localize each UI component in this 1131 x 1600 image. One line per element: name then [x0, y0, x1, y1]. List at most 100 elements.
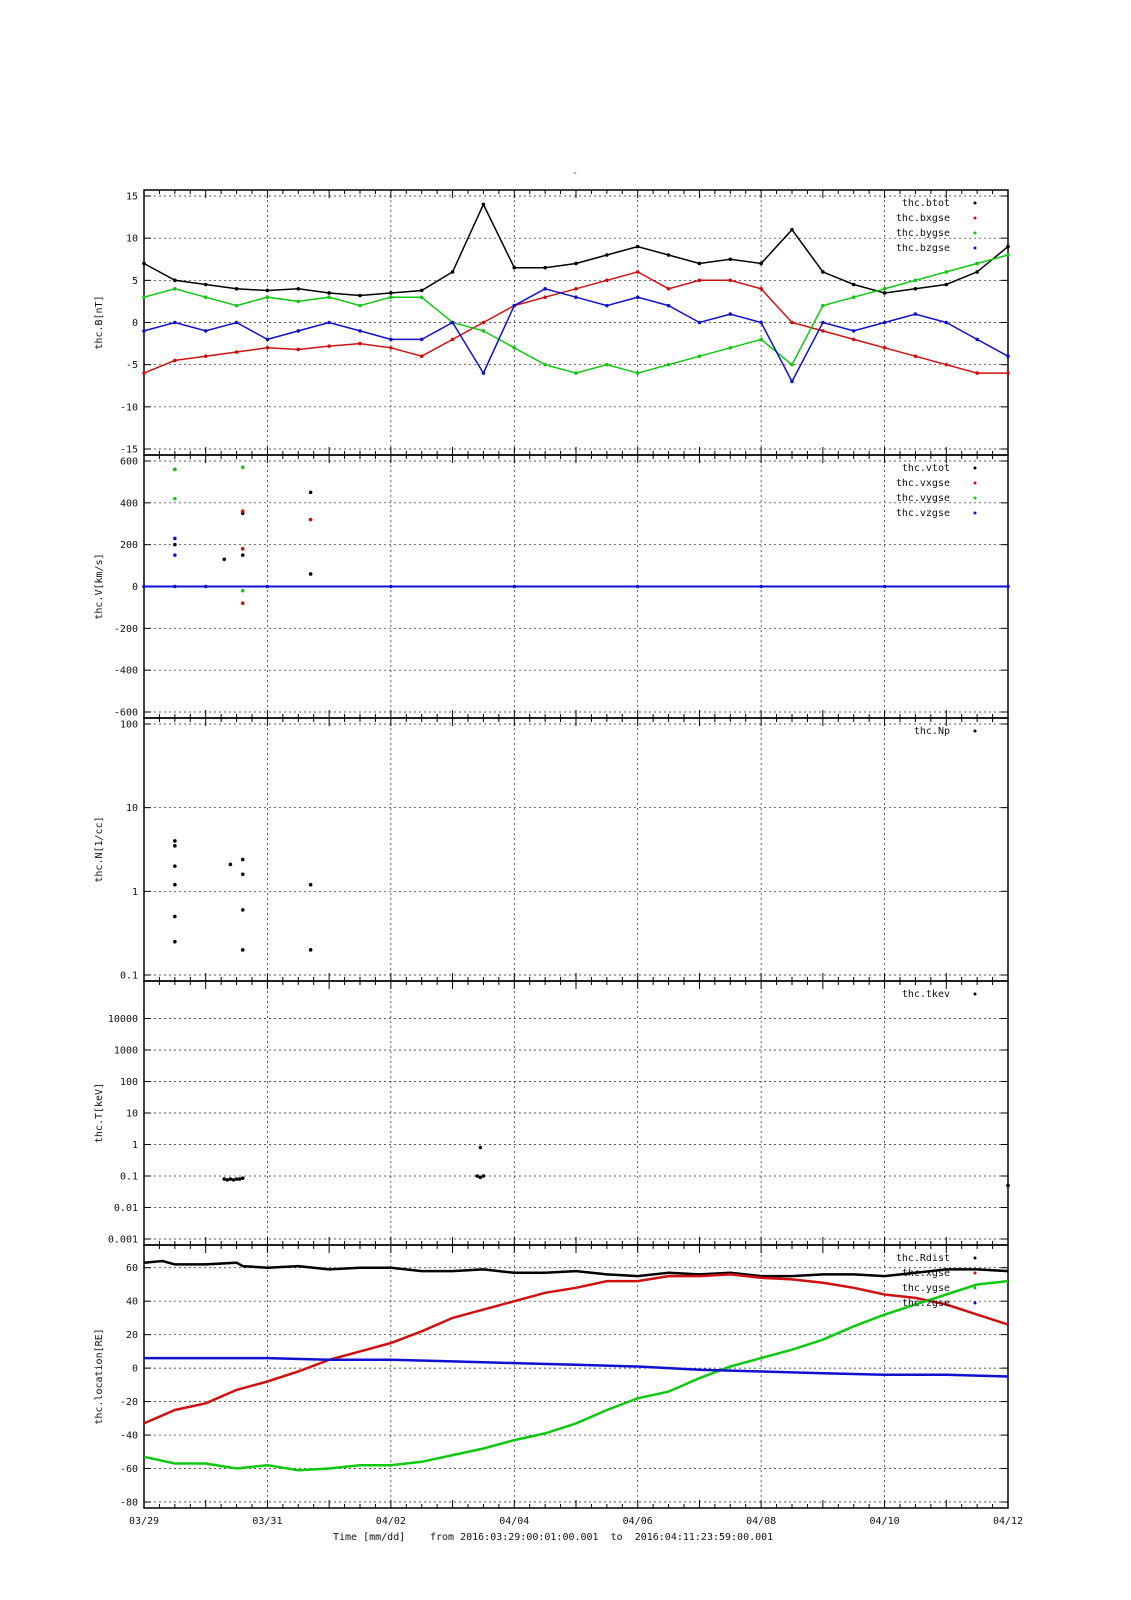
data-point — [265, 295, 270, 300]
data-point — [240, 872, 245, 877]
panel-3: 0.1 1 10 100 thc.N[1/cc] thc.Np — [94, 717, 1009, 982]
data-point — [240, 547, 245, 551]
y-tick-label: 100 — [120, 1077, 138, 1088]
legend-swatch — [973, 231, 977, 235]
data-point — [240, 908, 245, 912]
legend-swatch — [973, 481, 977, 485]
data-point — [234, 286, 239, 291]
data-point — [240, 553, 245, 557]
data-point — [173, 496, 177, 501]
legend-swatch — [973, 1256, 977, 1260]
data-point — [308, 882, 313, 887]
data-point — [240, 588, 245, 593]
data-point — [419, 354, 424, 359]
data-point — [944, 362, 949, 367]
x-tick-label: 04/12 — [993, 1516, 1023, 1527]
series-trace — [143, 287, 1009, 384]
data-point — [574, 261, 578, 266]
x-tick-label: 03/31 — [252, 1516, 282, 1527]
y-axis-label: thc.location[RE] — [94, 1328, 105, 1424]
data-point — [203, 295, 208, 300]
data-point — [142, 371, 146, 375]
data-point — [697, 261, 702, 266]
data-point — [1006, 371, 1010, 375]
x-tick-label: 04/10 — [870, 1516, 900, 1527]
y-tick-label: -20 — [120, 1397, 138, 1408]
legend: thc.vtot thc.vxgse thc.vygse thc.vzgse — [896, 463, 977, 519]
legend-swatch — [973, 1301, 977, 1305]
data-point — [975, 371, 979, 375]
legend-label: thc.btot — [902, 198, 950, 209]
data-point — [790, 362, 794, 367]
data-point — [419, 337, 424, 342]
data-point — [481, 202, 486, 207]
data-point — [203, 282, 208, 287]
y-tick-label: 10000 — [108, 1014, 138, 1025]
series-trace — [143, 254, 1009, 374]
series-thc.tkev — [222, 1145, 1010, 1188]
x-axis-tick-labels: 03/29 03/31 04/02 04/04 04/06 04/08 04/10 04/12 — [129, 1516, 1023, 1527]
data-point — [327, 344, 331, 348]
data-point — [759, 337, 763, 342]
data-point — [173, 864, 177, 868]
data-point — [228, 862, 233, 867]
legend: thc.Np — [914, 726, 977, 737]
data-point — [605, 362, 609, 367]
legend-swatch — [973, 246, 977, 250]
series-thc.vzgse — [142, 536, 1010, 589]
data-point — [265, 288, 270, 293]
panel-frame — [143, 717, 1009, 982]
data-point — [851, 337, 856, 342]
panels-group: -15-10-5051015thc.B[nT]thc.btotthc.bxgse… — [94, 189, 1010, 1509]
y-tick-label: 15 — [126, 192, 138, 203]
data-point — [481, 329, 486, 333]
x-axis-range-text: from 2016:03:29:00:01:00.001 to 2016:04:… — [430, 1532, 773, 1543]
legend: thc.Rdist thc.xgse thc.ygse thc.zgse — [896, 1253, 977, 1309]
data-point — [759, 320, 763, 325]
data-point — [512, 303, 517, 308]
data-point — [142, 329, 146, 333]
data-point — [228, 1177, 233, 1181]
legend-label: thc.bygse — [896, 228, 950, 239]
legend-label: thc.vxgse — [896, 478, 950, 489]
data-point — [358, 293, 362, 298]
data-point — [697, 278, 702, 283]
data-point — [635, 270, 640, 274]
data-point — [759, 261, 763, 266]
data-point — [231, 1178, 236, 1182]
data-point — [265, 337, 270, 342]
data-point — [142, 295, 146, 300]
legend-label: thc.ygse — [902, 1283, 950, 1294]
data-point — [913, 354, 918, 359]
panel-1: -15 -10 -5 0 5 10 15 thc.B[nT] thc.btot thc.bxgse… — [94, 189, 1010, 456]
data-point — [173, 542, 177, 547]
data-point — [882, 346, 887, 350]
panel-2-data — [142, 465, 1010, 606]
y-tick-label: -400 — [114, 666, 138, 677]
y-tick-label: -15 — [120, 445, 138, 456]
data-point — [173, 320, 177, 325]
panel-5: -80 -60 -40 -20 0 20 40 60 thc.location[RE] thc.R… — [94, 1244, 1009, 1509]
data-point — [358, 303, 362, 308]
y-tick-label: -80 — [120, 1498, 138, 1509]
panel-4: 0.001 0.01 0.1 1 10 100 1000 10000 thc.T[keV] thc… — [94, 980, 1010, 1246]
data-point — [389, 295, 393, 300]
data-point — [450, 270, 455, 274]
data-point — [574, 371, 578, 375]
legend: thc.tkev — [902, 989, 977, 1000]
data-point — [173, 844, 177, 848]
series-thc.bxgse — [142, 270, 1010, 375]
data-point — [605, 253, 609, 257]
data-point — [913, 278, 918, 283]
legend-label: thc.bxgse — [896, 213, 950, 224]
y-tick-label: 0 — [132, 582, 138, 593]
data-point — [975, 337, 979, 342]
data-point — [728, 346, 733, 350]
data-point — [851, 295, 856, 300]
data-point — [821, 329, 825, 333]
data-point — [203, 329, 208, 333]
data-point — [728, 312, 733, 316]
data-point — [543, 362, 547, 367]
legend-label: thc.tkev — [902, 989, 950, 1000]
data-point — [296, 286, 301, 291]
